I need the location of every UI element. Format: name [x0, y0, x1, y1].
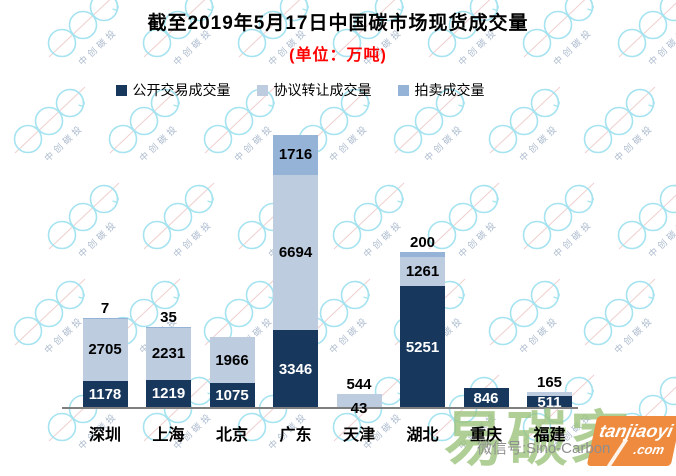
legend-swatch-icon — [115, 84, 127, 96]
bar-segment: 2705 — [82, 317, 128, 381]
bar-segment: 1966 — [209, 337, 255, 384]
value-label: 511 — [537, 393, 562, 411]
bar-segment: 846 — [463, 388, 509, 408]
value-label: 3346 — [278, 360, 313, 378]
value-label: 2231 — [151, 345, 186, 363]
value-label: 1716 — [278, 146, 313, 164]
value-label: 846 — [473, 389, 499, 407]
value-label: 165 — [536, 374, 563, 392]
legend-item-1: 协议转让成交量 — [256, 80, 372, 100]
bar-segment: 1261 — [400, 256, 445, 287]
wechat-watermark: 微信号:Sino-Carbon — [477, 440, 611, 457]
chart-subtitle: (单位：万吨) — [289, 47, 387, 64]
bar-segment: 1075 — [209, 383, 255, 408]
value-label: 200 — [409, 234, 436, 252]
bar-segment: 6694 — [273, 174, 318, 331]
bar-segment: 1219 — [146, 379, 191, 408]
bar-segment: 5251 — [400, 286, 445, 408]
bar-segment: 511 — [527, 393, 572, 411]
x-axis-line — [62, 407, 578, 409]
value-label: 544 — [346, 376, 372, 394]
value-label: 2705 — [88, 340, 122, 358]
bar-segment — [336, 394, 382, 408]
value-label: 35 — [160, 309, 177, 327]
bar-segment — [146, 327, 191, 328]
legend-label: 公开交易成交量 — [132, 82, 231, 98]
value-label: 1966 — [215, 351, 249, 369]
legend-swatch-icon — [397, 84, 409, 96]
value-label: 43 — [350, 400, 368, 417]
value-label: 1261 — [405, 262, 440, 280]
legend-label: 协议转让成交量 — [273, 82, 372, 98]
bar-segment — [527, 392, 572, 397]
bar-segment — [400, 252, 445, 257]
value-label: 1075 — [215, 387, 249, 405]
bar-segment: 1716 — [273, 135, 318, 175]
value-label: 5251 — [405, 338, 440, 356]
bar-segment: 1178 — [82, 380, 128, 408]
legend-swatch-icon — [256, 84, 268, 96]
legend-item-0: 公开交易成交量 — [115, 80, 231, 100]
bar-segment: 3346 — [273, 330, 318, 408]
legend: 公开交易成交量 协议转让成交量 拍卖成交量 — [0, 80, 600, 100]
value-label: 6694 — [278, 244, 313, 262]
legend-label: 拍卖成交量 — [414, 82, 485, 98]
value-label: 1178 — [88, 385, 122, 403]
legend-item-2: 拍卖成交量 — [397, 80, 485, 100]
value-label: 7 — [100, 299, 110, 317]
chart-title: 截至2019年5月17日中国碳市场现货成交量 — [147, 13, 529, 34]
value-label: 1219 — [151, 385, 186, 403]
bar-segment: 2231 — [146, 327, 191, 380]
